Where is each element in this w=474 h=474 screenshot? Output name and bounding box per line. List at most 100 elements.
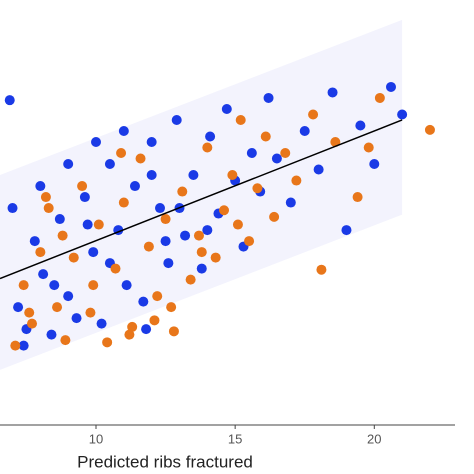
x-tick-label: 15 (228, 431, 242, 446)
point (341, 225, 352, 236)
point (35, 181, 46, 192)
point (38, 269, 49, 280)
point (316, 264, 327, 275)
point (129, 181, 140, 192)
point (180, 230, 191, 241)
point (43, 203, 54, 214)
point (127, 321, 138, 332)
point (299, 125, 310, 136)
point (369, 159, 380, 170)
point (118, 197, 129, 208)
point (13, 302, 24, 313)
point (246, 148, 257, 159)
point (96, 318, 107, 329)
point (110, 263, 121, 274)
point (193, 230, 204, 241)
point (35, 247, 46, 258)
point (54, 214, 65, 225)
point (146, 137, 157, 148)
point (116, 148, 127, 159)
point (18, 340, 29, 351)
point (163, 258, 174, 269)
point (149, 315, 160, 326)
point (82, 219, 93, 230)
point (68, 252, 79, 263)
point (138, 296, 149, 307)
point (202, 225, 213, 236)
point (397, 109, 408, 120)
x-tick-label: 10 (89, 431, 103, 446)
point (188, 170, 199, 181)
point (171, 114, 182, 125)
point (104, 159, 115, 170)
point (135, 153, 146, 164)
point (271, 153, 282, 164)
point (102, 337, 113, 348)
point (196, 263, 207, 274)
point (227, 170, 238, 181)
point (40, 192, 51, 203)
point (29, 236, 40, 247)
point (121, 280, 132, 291)
point (160, 214, 171, 225)
point (252, 183, 263, 194)
point (219, 205, 230, 216)
point (49, 280, 60, 291)
point (143, 241, 154, 252)
point (202, 142, 213, 153)
point (210, 252, 221, 263)
point (166, 302, 177, 313)
point (91, 137, 102, 148)
point (205, 131, 216, 142)
point (155, 203, 166, 214)
point (63, 159, 74, 170)
point (85, 307, 96, 318)
point (4, 95, 15, 106)
point (7, 203, 18, 214)
point (60, 335, 71, 346)
point (352, 192, 363, 203)
point (93, 219, 104, 230)
point (235, 114, 246, 125)
point (355, 120, 366, 131)
point (185, 274, 196, 285)
point (244, 236, 255, 247)
point (124, 329, 135, 340)
point (18, 280, 29, 291)
point (363, 142, 374, 153)
point (63, 291, 74, 302)
point (10, 340, 21, 351)
point (79, 192, 90, 203)
point (313, 164, 324, 175)
point (52, 302, 63, 313)
point (330, 137, 341, 148)
point (269, 211, 280, 222)
point (280, 148, 291, 159)
x-tick-label: 20 (367, 431, 381, 446)
point (160, 236, 171, 247)
point (141, 324, 152, 335)
point (77, 181, 88, 192)
point (88, 247, 99, 258)
point (177, 186, 188, 197)
point (118, 125, 129, 136)
point (308, 109, 319, 120)
point (263, 92, 274, 103)
point (24, 307, 35, 318)
point (291, 175, 302, 186)
point (374, 92, 385, 103)
point (260, 131, 271, 142)
point (88, 280, 99, 291)
point (146, 170, 157, 181)
fit-line (0, 119, 403, 280)
point (285, 197, 296, 208)
point (221, 103, 232, 114)
x-axis-label: Predicted ribs fractured (77, 452, 253, 471)
prediction-interval (0, 19, 403, 370)
point (27, 318, 38, 329)
point (71, 313, 82, 324)
point (152, 291, 163, 302)
point (57, 230, 68, 241)
